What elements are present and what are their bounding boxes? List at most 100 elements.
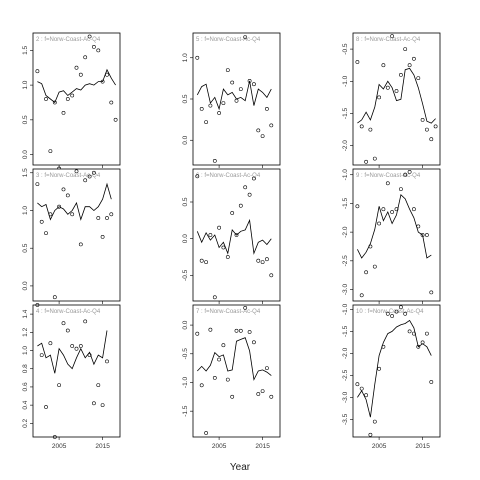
y-tick-label: -2.0	[342, 347, 349, 359]
data-point	[394, 89, 399, 93]
panel-frame	[352, 304, 441, 438]
data-point	[61, 187, 66, 192]
data-point	[195, 174, 200, 179]
data-point	[65, 328, 70, 333]
data-point	[204, 260, 209, 265]
data-point	[61, 321, 66, 326]
data-point	[48, 341, 53, 346]
data-point	[403, 47, 408, 52]
data-point	[83, 178, 88, 183]
y-tick-label: -2.0	[342, 140, 349, 152]
y-tick-label: 1.0	[22, 206, 29, 215]
y-tick-label: 1.4	[22, 309, 29, 318]
data-point	[364, 159, 369, 164]
data-point	[377, 366, 382, 371]
panel-title: 7 : f=Norw-Coast-Ac-Q4	[196, 309, 261, 315]
y-tick-label: 0.0	[182, 234, 189, 243]
data-point	[256, 128, 261, 133]
data-point	[35, 69, 40, 74]
data-point	[407, 169, 412, 174]
y-tick-label: -0.5	[342, 43, 349, 55]
panel-grid: 2 : f=Norw-Coast-Ac-Q4 0.0 0.5 1.0 1.5 5 : f=…	[22, 32, 441, 450]
data-point	[57, 204, 62, 209]
data-point	[87, 34, 92, 39]
panel-title: 9 : f=Norw-Coast-Ac-Q4	[356, 173, 421, 179]
data-point	[264, 366, 269, 371]
data-point	[199, 107, 204, 111]
y-tick-label: 0.0	[182, 135, 189, 144]
data-point	[260, 260, 265, 265]
data-point	[385, 311, 390, 316]
data-point	[359, 293, 364, 298]
fitted-line	[37, 330, 108, 374]
data-point	[195, 331, 200, 336]
data-point	[394, 309, 399, 314]
y-tick-label: -3.0	[342, 284, 349, 296]
panel-2: 5 : f=Norw-Coast-Ac-Q4 0.0 0.5 1.0	[182, 32, 281, 168]
data-point	[96, 48, 101, 53]
data-point	[355, 204, 360, 209]
data-point	[372, 156, 377, 161]
data-point	[377, 221, 382, 226]
data-point	[364, 393, 369, 398]
data-point	[225, 255, 230, 259]
data-point	[243, 305, 248, 310]
data-point	[372, 419, 377, 424]
data-point	[74, 346, 79, 351]
panel-title: 2 : f=Norw-Coast-Ac-Q4	[36, 37, 101, 43]
data-point	[44, 97, 48, 101]
data-point	[269, 394, 274, 399]
data-point	[83, 319, 88, 324]
panel-title: 10 : f=Norw-Coast-Ac-Q4	[356, 309, 424, 315]
data-point	[398, 187, 403, 192]
data-point	[65, 193, 70, 198]
x-tick-label: 2005	[52, 443, 67, 450]
data-point	[195, 55, 200, 60]
data-point	[238, 203, 243, 208]
data-point	[359, 124, 364, 129]
data-point	[390, 34, 395, 39]
data-point	[57, 383, 62, 388]
data-point	[92, 170, 96, 175]
data-point	[355, 60, 360, 64]
fitted-line	[196, 80, 272, 111]
y-tick-label: -1.5	[182, 405, 189, 417]
panel-1: 2 : f=Norw-Coast-Ac-Q4 0.0 0.5 1.0 1.5	[22, 32, 121, 171]
panel-frame	[32, 304, 121, 438]
data-point	[433, 124, 438, 129]
data-point	[105, 72, 109, 77]
data-point	[368, 127, 373, 132]
data-point	[74, 65, 79, 70]
panel-frame	[352, 168, 441, 302]
data-point	[416, 344, 421, 349]
data-point	[377, 95, 382, 100]
data-point	[221, 245, 226, 250]
y-tick-label: 0.5	[182, 94, 189, 103]
data-point	[424, 331, 429, 336]
data-point	[429, 380, 434, 384]
data-point	[385, 181, 390, 186]
data-point	[221, 101, 226, 106]
data-point	[48, 149, 53, 154]
y-tick-label: 0.5	[22, 243, 29, 252]
data-point	[256, 392, 261, 396]
data-point	[217, 111, 222, 115]
data-point	[204, 431, 209, 435]
data-point	[256, 258, 261, 263]
fitted-line	[357, 67, 436, 124]
panel-7: 4 : f=Norw-Coast-Ac-Q4 0.2 0.4 0.6 0.8 1.0 1.2…	[22, 303, 121, 450]
data-point	[390, 314, 395, 318]
y-tick-label: -0.5	[182, 348, 189, 360]
data-point	[234, 233, 239, 237]
y-tick-label: -2.5	[342, 255, 349, 267]
data-point	[87, 353, 92, 358]
data-point	[92, 45, 96, 49]
panel-title: 4 : f=Norw-Coast-Ac-Q4	[36, 309, 101, 315]
data-point	[238, 87, 243, 92]
data-point	[251, 82, 256, 87]
panel-4: 3 : f=Norw-Coast-Ac-Q4 0.0 0.5 1.0 1.5	[22, 168, 121, 304]
data-point	[394, 207, 399, 212]
data-point	[217, 225, 222, 230]
y-tick-label: -1.0	[342, 169, 349, 181]
